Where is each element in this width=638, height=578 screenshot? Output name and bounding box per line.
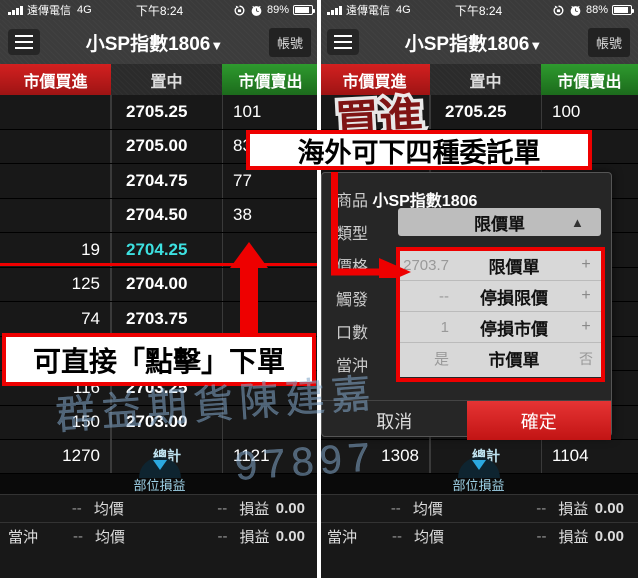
svg-text:買進: 買進 — [334, 93, 424, 147]
